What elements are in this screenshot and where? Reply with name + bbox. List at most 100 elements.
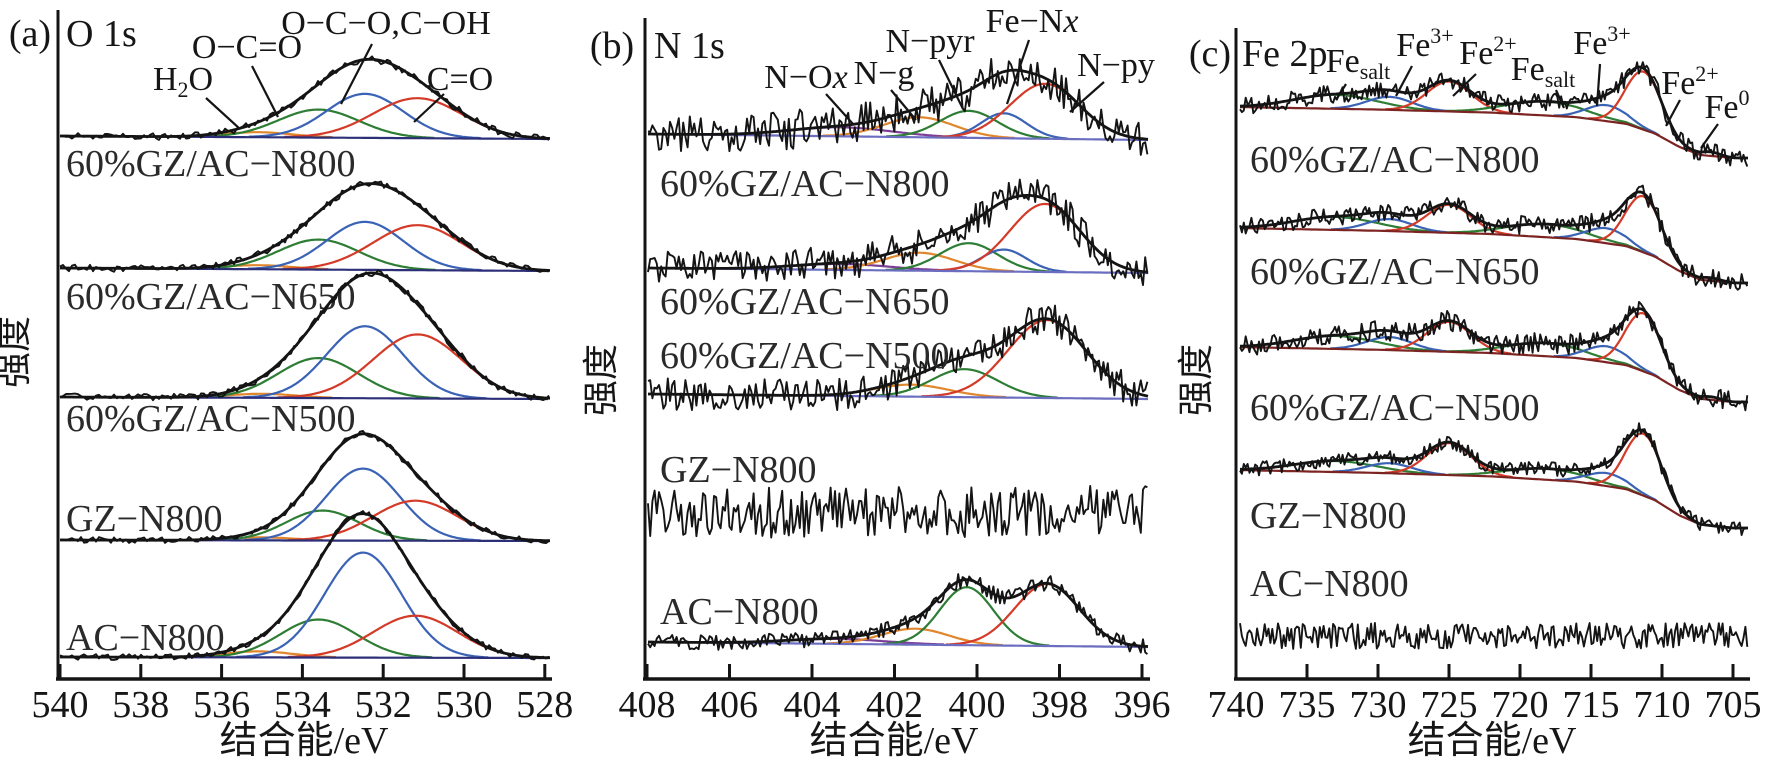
sample-label: GZ−N800 xyxy=(660,449,817,491)
annotation-leader-line xyxy=(1665,99,1681,127)
peak-annotation: N−Ox xyxy=(764,59,847,96)
sample-label: 60%GZ/AC−N500 xyxy=(660,335,950,377)
sample-label: 60%GZ/AC−N500 xyxy=(66,398,356,440)
annotation-leader-line xyxy=(1005,39,1031,105)
x-tick-label: 710 xyxy=(1634,684,1691,726)
spectrum-60%GZ/AC−N650 xyxy=(59,180,551,273)
x-tick-label: 538 xyxy=(112,684,169,726)
spectrum-GZ−N800 xyxy=(647,485,1148,539)
peak-annotation: N−pyr xyxy=(885,23,975,60)
spectrum-GZ−N800 xyxy=(59,429,550,545)
spectrum-60%GZ/AC−N800 xyxy=(59,55,551,141)
annotation-leader-line xyxy=(1595,63,1602,107)
annotation-leader-line xyxy=(938,59,964,110)
x-tick-label: 402 xyxy=(866,684,923,726)
annotation-leader-line xyxy=(251,65,279,118)
sample-label: 60%GZ/AC−N800 xyxy=(1250,139,1540,181)
annotation-leader-line xyxy=(413,93,445,123)
x-tick-label: 720 xyxy=(1492,684,1549,726)
sample-label: 60%GZ/AC−N650 xyxy=(66,276,356,318)
panel-tag: (c) xyxy=(1189,33,1231,75)
x-tick-label: 730 xyxy=(1350,684,1407,726)
spectrum-AC−N800 xyxy=(59,510,550,661)
peak-annotation: O−C−O,C−OH xyxy=(281,5,491,42)
panel-title: Fe 2p xyxy=(1242,33,1328,75)
x-tick-label: 404 xyxy=(784,684,841,726)
x-tick-label: 406 xyxy=(701,684,758,726)
annotation-leader-line xyxy=(1700,123,1719,149)
panel-c: 740 735 730 725 720 715 710 705 结合能/eV 强度 (c) Fe 2p… xyxy=(1176,21,1762,762)
x-tick-label: 408 xyxy=(619,684,676,726)
annotation-leader-line xyxy=(1452,73,1477,97)
x-tick-label: 396 xyxy=(1114,684,1171,726)
x-tick-label: 740 xyxy=(1208,684,1265,726)
spectrum-60%GZ/AC−N800 xyxy=(1239,61,1749,167)
sample-label: GZ−N800 xyxy=(1250,495,1407,537)
annotation-leader-line xyxy=(1395,65,1413,97)
x-tick-label: 532 xyxy=(355,684,412,726)
sample-label: 60%GZ/AC−N500 xyxy=(1250,387,1540,429)
spectrum-60%GZ/AC−N500 xyxy=(647,304,1149,411)
x-tick-label: 536 xyxy=(193,684,250,726)
x-tick-label: 715 xyxy=(1563,684,1620,726)
spectrum-AC−N800 xyxy=(647,573,1149,655)
annotation-leader-line xyxy=(340,43,373,105)
spectrum-60%GZ/AC−N800 xyxy=(647,58,1149,156)
peak-annotation: Fe2+ xyxy=(1459,31,1516,72)
peak-annotation: H2O xyxy=(153,61,213,102)
sample-label: 60%GZ/AC−N800 xyxy=(66,143,356,185)
sample-label: AC−N800 xyxy=(66,617,225,659)
x-tick-label: 540 xyxy=(32,684,89,726)
spectrum-60%GZ/AC−N650 xyxy=(647,178,1149,287)
peak-annotation: C=O xyxy=(427,61,493,98)
peak-annotation: N−g xyxy=(854,55,915,92)
peak-annotation: Fe3+ xyxy=(1573,21,1630,62)
y-axis-title: 强度 xyxy=(0,316,34,388)
x-axis-title: 结合能/eV xyxy=(810,720,979,762)
sample-label: 60%GZ/AC−N650 xyxy=(1250,251,1540,293)
peak-annotation: Fe3+ xyxy=(1396,23,1453,64)
x-tick-label: 400 xyxy=(949,684,1006,726)
annotation-leader-line xyxy=(1554,89,1566,109)
annotation-leader-line xyxy=(1069,81,1105,113)
panel-a: 540 538 536 534 532 530 528 结合能/eV 强度 (a) O 1s 60%G… xyxy=(0,5,573,762)
x-tick-label: 735 xyxy=(1279,684,1336,726)
peak-annotation: Fe−Nx xyxy=(986,3,1079,40)
annotation-leader-line xyxy=(825,93,854,125)
x-tick-label: 528 xyxy=(516,684,573,726)
panel-title: O 1s xyxy=(66,13,137,55)
annotation-leader-line xyxy=(1335,83,1347,101)
spectrum-GZ−N800 xyxy=(1239,422,1748,536)
annotation-leader-line xyxy=(890,89,917,121)
panel-title: N 1s xyxy=(654,25,725,67)
x-axis-title: 结合能/eV xyxy=(220,720,389,762)
panel-b: 408 406 404 402 400 398 396 结合能/eV 强度 (b) N 1s 60%G… xyxy=(581,3,1171,762)
peak-annotation: O−C=O xyxy=(192,29,302,66)
spectrum-60%GZ/AC−N500 xyxy=(1239,300,1749,412)
panel-tag: (a) xyxy=(9,13,51,55)
panel-tag: (b) xyxy=(590,25,634,67)
sample-label: AC−N800 xyxy=(1250,563,1409,605)
peak-annotation: Fesalt xyxy=(1511,51,1576,92)
x-tick-label: 530 xyxy=(436,684,493,726)
peak-annotation: N−py xyxy=(1077,47,1155,84)
sample-label: 60%GZ/AC−N650 xyxy=(660,281,950,323)
peak-annotation: Fesalt xyxy=(1326,43,1391,84)
x-tick-label: 398 xyxy=(1031,684,1088,726)
spectrum-AC−N800 xyxy=(1239,622,1749,650)
spectrum-60%GZ/AC−N650 xyxy=(1239,184,1749,291)
sample-label: GZ−N800 xyxy=(66,498,223,540)
peak-annotation: Fe0 xyxy=(1705,85,1750,126)
y-axis-title: 强度 xyxy=(1176,344,1216,416)
y-axis-title: 强度 xyxy=(581,344,621,416)
x-tick-label: 534 xyxy=(274,684,331,726)
sample-label: 60%GZ/AC−N800 xyxy=(660,163,950,205)
peak-annotation: Fe2+ xyxy=(1661,61,1718,102)
spectrum-60%GZ/AC−N500 xyxy=(59,269,551,402)
x-tick-label: 725 xyxy=(1421,684,1478,726)
x-tick-label: 705 xyxy=(1705,684,1762,726)
sample-label: AC−N800 xyxy=(660,591,819,633)
x-axis-title: 结合能/eV xyxy=(1408,720,1577,762)
